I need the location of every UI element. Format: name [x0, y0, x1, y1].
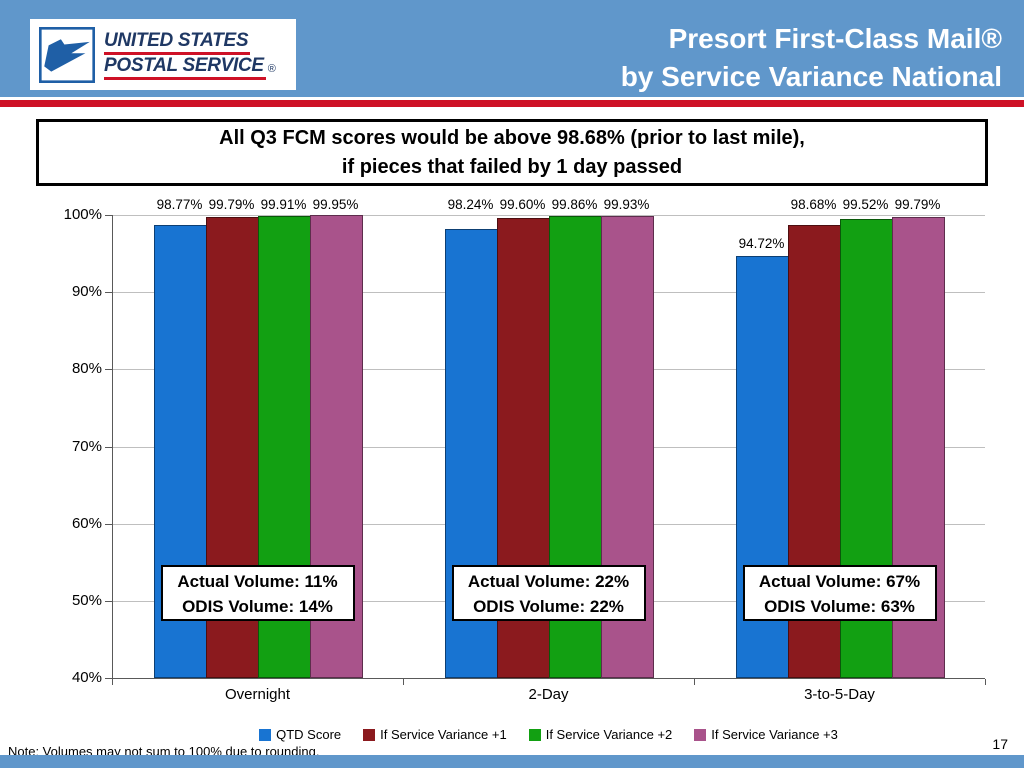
red-divider [0, 100, 1024, 107]
legend-item: If Service Variance +1 [363, 727, 507, 742]
bar-value-label: 99.93% [603, 197, 650, 212]
y-tick-mark [105, 292, 112, 294]
legend-label: If Service Variance +2 [545, 727, 673, 742]
bar-value-label: 94.72% [738, 235, 785, 251]
y-tick-label: 40% [71, 669, 102, 686]
logo-registered-mark: ® [267, 62, 276, 75]
legend: QTD Score If Service Variance +1 If Servic… [112, 727, 985, 742]
y-tick-label: 80% [71, 360, 102, 378]
usps-logo: UNITED STATES POSTAL SERVICE ® [30, 19, 296, 90]
bar-value-label: 98.68% [790, 197, 837, 212]
volume-annotation-box: Actual Volume: 67% ODIS Volume: 63% [742, 565, 937, 621]
x-tick-mark [985, 679, 986, 685]
legend-label: If Service Variance +1 [380, 727, 507, 742]
logo-united-states: UNITED STATES [104, 30, 251, 55]
plot-area: 98.77% 99.79% 99.91% 99.95% Actual Volume: 1… [112, 197, 985, 678]
annotation-line2: ODIS Volume: 63% [764, 597, 915, 616]
bottom-banner [0, 755, 1024, 768]
bar-value-label: 99.79% [208, 197, 255, 212]
y-tick-mark [105, 678, 112, 679]
header-banner: UNITED STATES POSTAL SERVICE ® Presort F… [0, 0, 1024, 97]
bar-value-label: 99.86% [551, 197, 598, 212]
headline-line2: if pieces that failed by 1 day passed [341, 156, 683, 178]
y-tick-mark [105, 369, 112, 371]
y-tick-label: 100% [63, 206, 102, 223]
x-tick-mark [403, 679, 404, 685]
y-tick-label: 60% [71, 514, 102, 532]
y-tick-mark [105, 446, 112, 448]
usps-eagle-icon [39, 26, 95, 83]
legend-swatch [363, 728, 376, 741]
y-tick-label: 90% [71, 283, 102, 301]
headline-line1: All Q3 FCM scores would be above 98.68% … [219, 127, 805, 149]
legend-item: If Service Variance +2 [528, 727, 673, 742]
bar-value-label: 99.95% [312, 197, 359, 212]
y-tick-mark [105, 523, 112, 525]
gridline [112, 215, 985, 216]
bar-value-label: 98.77% [156, 197, 203, 212]
bar-value-label: 99.60% [499, 197, 546, 212]
bar-value-label: 99.79% [894, 197, 941, 212]
slide-title-line2: by Service Variance National [620, 61, 1002, 92]
bar-value-label: 99.91% [260, 197, 307, 212]
x-tick-mark [112, 679, 113, 685]
legend-label: If Service Variance +3 [711, 727, 838, 742]
volume-annotation-box: Actual Volume: 22% ODIS Volume: 22% [451, 565, 646, 621]
slide-title: Presort First-Class Mail® by Service Var… [621, 20, 1002, 96]
headline-box: All Q3 FCM scores would be above 98.68% … [36, 119, 988, 186]
y-tick-mark [105, 215, 112, 216]
bar-value-label: 99.52% [842, 197, 889, 212]
annotation-line2: ODIS Volume: 22% [473, 597, 624, 616]
legend-swatch [259, 728, 272, 741]
page-number: 17 [992, 736, 1008, 752]
legend-item: If Service Variance +3 [694, 727, 838, 742]
logo-postal-service: POSTAL SERVICE [104, 55, 266, 80]
x-tick-mark [694, 679, 695, 685]
slide-title-line1: Presort First-Class Mail® [668, 23, 1002, 54]
y-tick-label: 50% [71, 591, 102, 609]
annotation-line2: ODIS Volume: 14% [182, 597, 333, 616]
x-axis-category-label: Overnight [224, 686, 291, 703]
usps-logo-text: UNITED STATES POSTAL SERVICE ® [104, 30, 276, 80]
legend-swatch [694, 728, 707, 741]
annotation-line1: Actual Volume: 67% [758, 572, 921, 591]
legend-swatch [528, 728, 541, 741]
legend-item: QTD Score [259, 727, 341, 742]
y-tick-mark [105, 600, 112, 602]
y-tick-label: 70% [71, 437, 102, 455]
x-axis-category-label: 2-Day [528, 686, 569, 703]
legend-label: QTD Score [276, 727, 342, 742]
bar-value-label: 98.24% [447, 197, 494, 212]
y-axis-line [112, 215, 113, 679]
x-axis-line [112, 678, 985, 679]
annotation-line1: Actual Volume: 11% [177, 572, 338, 591]
annotation-line1: Actual Volume: 22% [467, 572, 630, 591]
volume-annotation-box: Actual Volume: 11% ODIS Volume: 14% [160, 565, 355, 621]
x-axis-category-label: 3-to-5-Day [804, 686, 875, 703]
